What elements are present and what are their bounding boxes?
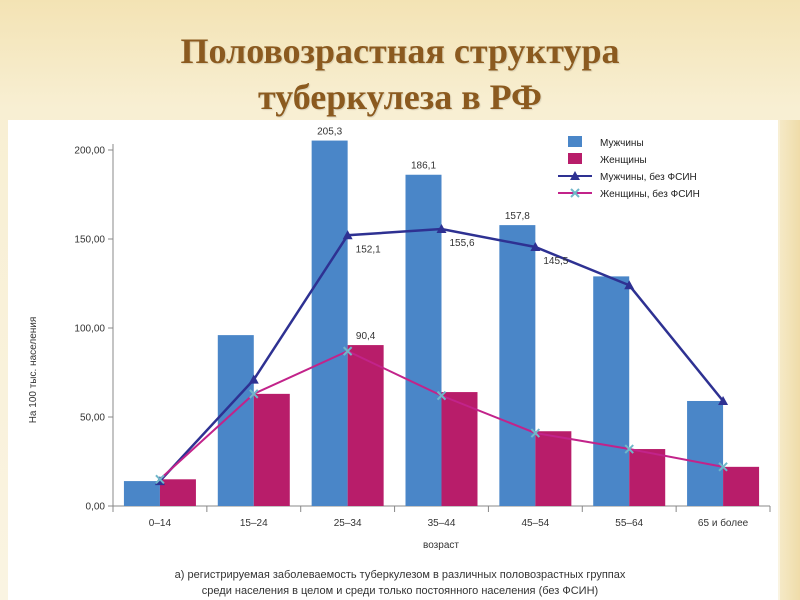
- x-axis-label: возраст: [423, 540, 459, 551]
- chart: 0,00 50,00 100,00 150,00 200,00 0–14 15–24 25–3…: [28, 127, 771, 597]
- y-tick-label: 100,00: [74, 324, 105, 335]
- x-tick-label: 0–14: [149, 518, 172, 529]
- line-point-triangle: [342, 230, 353, 240]
- bar-women: [535, 431, 572, 506]
- line-point-x: [530, 428, 541, 438]
- data-label: 155,6: [450, 238, 475, 249]
- line-point-x: [342, 346, 353, 356]
- chart-caption-line-2: среди населения в целом и среди только п…: [202, 585, 598, 597]
- data-label: 205,3: [317, 127, 342, 138]
- y-tick-label: 50,00: [80, 413, 105, 424]
- chart-bars: [123, 140, 760, 507]
- chart-data-labels: 205,3 186,1 157,8 90,4 152,1 155,6 145,5: [317, 127, 569, 343]
- data-label: 145,5: [543, 256, 568, 267]
- slide-title-line-1: Половозрастная структура: [180, 31, 620, 71]
- legend-marker: [570, 188, 580, 198]
- legend-swatch: [568, 153, 582, 164]
- bar-women: [159, 479, 196, 506]
- legend-entry: Мужчины, без ФСИН: [600, 171, 697, 183]
- slide-title-line-2: туберкулеза в РФ: [258, 77, 542, 117]
- x-tick-label: 65 и более: [698, 517, 749, 529]
- x-tick-label: 25–34: [334, 518, 362, 529]
- y-axis-label: На 100 тыс. населения: [28, 317, 39, 424]
- line-point-x: [249, 389, 259, 399]
- x-tick-label: 45–54: [521, 518, 549, 529]
- y-tick-label: 200,00: [74, 146, 105, 157]
- line-point-x: [718, 462, 728, 472]
- data-label: 90,4: [356, 331, 376, 342]
- line-point-x: [436, 390, 447, 401]
- line-point-triangle: [718, 395, 729, 405]
- bar-women: [253, 393, 290, 506]
- line-point-triangle: [530, 242, 541, 252]
- slide-title: Половозрастная структура туберкулеза в Р…: [0, 28, 800, 120]
- line-point-triangle: [436, 224, 447, 234]
- slide-right-edge: [780, 120, 800, 600]
- line-point-triangle: [248, 374, 259, 384]
- line-point-triangle: [624, 280, 635, 290]
- chart-caption-line-1: а) регистрируемая заболеваемость туберку…: [175, 569, 626, 581]
- legend-swatch: [568, 136, 582, 147]
- bar-men: [123, 481, 160, 506]
- chart-legend: Мужчины Женщины Мужчины, без ФСИН Женщины, …: [558, 136, 700, 200]
- y-tick-label: 150,00: [74, 235, 105, 246]
- bar-women: [723, 466, 760, 506]
- legend-entry: Мужчины: [600, 138, 644, 149]
- x-tick-label: 15–24: [240, 518, 268, 529]
- x-tick-label: 35–44: [428, 518, 456, 529]
- y-tick-label: 0,00: [86, 502, 106, 513]
- line-point-x: [624, 444, 634, 454]
- line-point-x: [155, 474, 165, 485]
- legend-entry: Женщины: [600, 155, 647, 166]
- bar-men: [405, 174, 442, 506]
- data-label: 186,1: [411, 161, 436, 172]
- chart-lines: [154, 224, 729, 486]
- bar-men: [593, 276, 630, 506]
- bar-men: [499, 225, 536, 506]
- data-label: 157,8: [505, 211, 530, 222]
- bar-men: [687, 400, 724, 506]
- chart-panel: 0,00 50,00 100,00 150,00 200,00 0–14 15–24 25–3…: [8, 120, 778, 600]
- x-tick-label: 55–64: [615, 518, 643, 529]
- legend-entry: Женщины, без ФСИН: [600, 188, 700, 200]
- bar-men: [311, 140, 348, 507]
- bar-women: [629, 449, 666, 506]
- legend-marker: [570, 171, 580, 180]
- data-label: 152,1: [356, 244, 381, 255]
- bar-women: [441, 392, 478, 506]
- bar-women: [347, 345, 384, 506]
